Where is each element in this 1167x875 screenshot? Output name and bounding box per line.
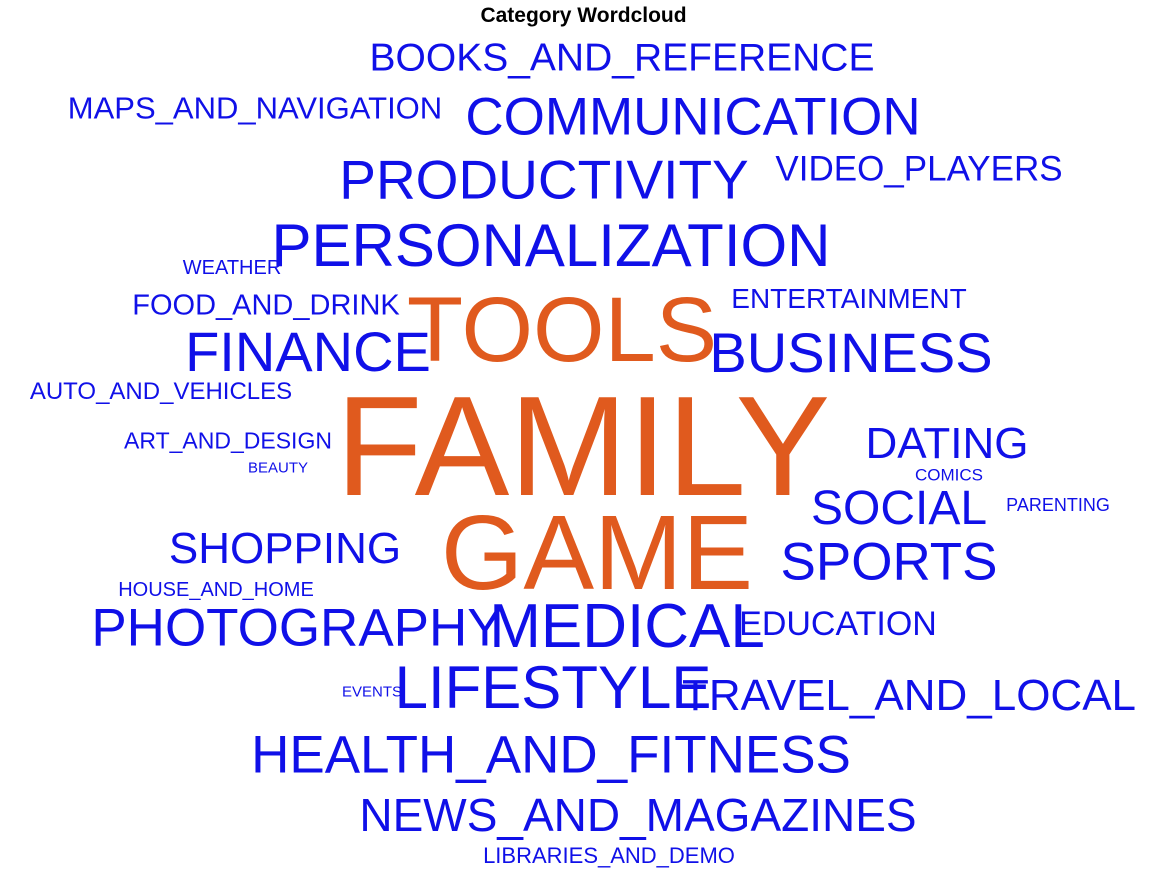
word-business: BUSINESS: [709, 321, 993, 384]
word-health-and-fitness: HEALTH_AND_FITNESS: [251, 725, 851, 785]
chart-title: Category Wordcloud: [480, 4, 687, 27]
word-news-and-magazines: NEWS_AND_MAGAZINES: [359, 789, 917, 841]
word-photography: PHOTOGRAPHY: [91, 598, 503, 658]
word-social: SOCIAL: [810, 482, 988, 535]
word-medical: MEDICAL: [489, 592, 765, 661]
word-personalization: PERSONALIZATION: [271, 212, 831, 279]
word-education: EDUCATION: [739, 605, 937, 643]
word-art-and-design: ART_AND_DESIGN: [124, 427, 332, 454]
word-video-players: VIDEO_PLAYERS: [775, 149, 1063, 189]
word-auto-and-vehicles: AUTO_AND_VEHICLES: [29, 378, 293, 405]
word-house-and-home: HOUSE_AND_HOME: [118, 579, 314, 601]
word-entertainment: ENTERTAINMENT: [731, 283, 967, 314]
word-sports: SPORTS: [780, 532, 998, 592]
word-libraries-and-demo: LIBRARIES_AND_DEMO: [483, 843, 735, 868]
word-comics: COMICS: [915, 465, 983, 485]
word-weather: WEATHER: [182, 257, 282, 279]
word-dating: DATING: [865, 419, 1029, 468]
word-finance: FINANCE: [185, 320, 431, 383]
word-game: GAME: [440, 494, 754, 612]
word-maps-and-navigation: MAPS_AND_NAVIGATION: [67, 90, 443, 126]
word-communication: COMMUNICATION: [465, 87, 921, 147]
word-shopping: SHOPPING: [168, 524, 402, 573]
word-tools: TOOLS: [406, 279, 718, 381]
word-lifestyle: LIFESTYLE: [394, 654, 712, 721]
word-books-and-reference: BOOKS_AND_REFERENCE: [369, 36, 875, 80]
word-productivity: PRODUCTIVITY: [339, 148, 749, 211]
word-beauty: BEAUTY: [247, 459, 309, 477]
word-food-and-drink: FOOD_AND_DRINK: [132, 289, 400, 322]
word-travel-and-local: TRAVEL_AND_LOCAL: [681, 671, 1137, 720]
word-family: FAMILY: [335, 367, 831, 526]
word-parenting: PARENTING: [1006, 495, 1110, 515]
word-events: EVENTS: [341, 683, 403, 701]
